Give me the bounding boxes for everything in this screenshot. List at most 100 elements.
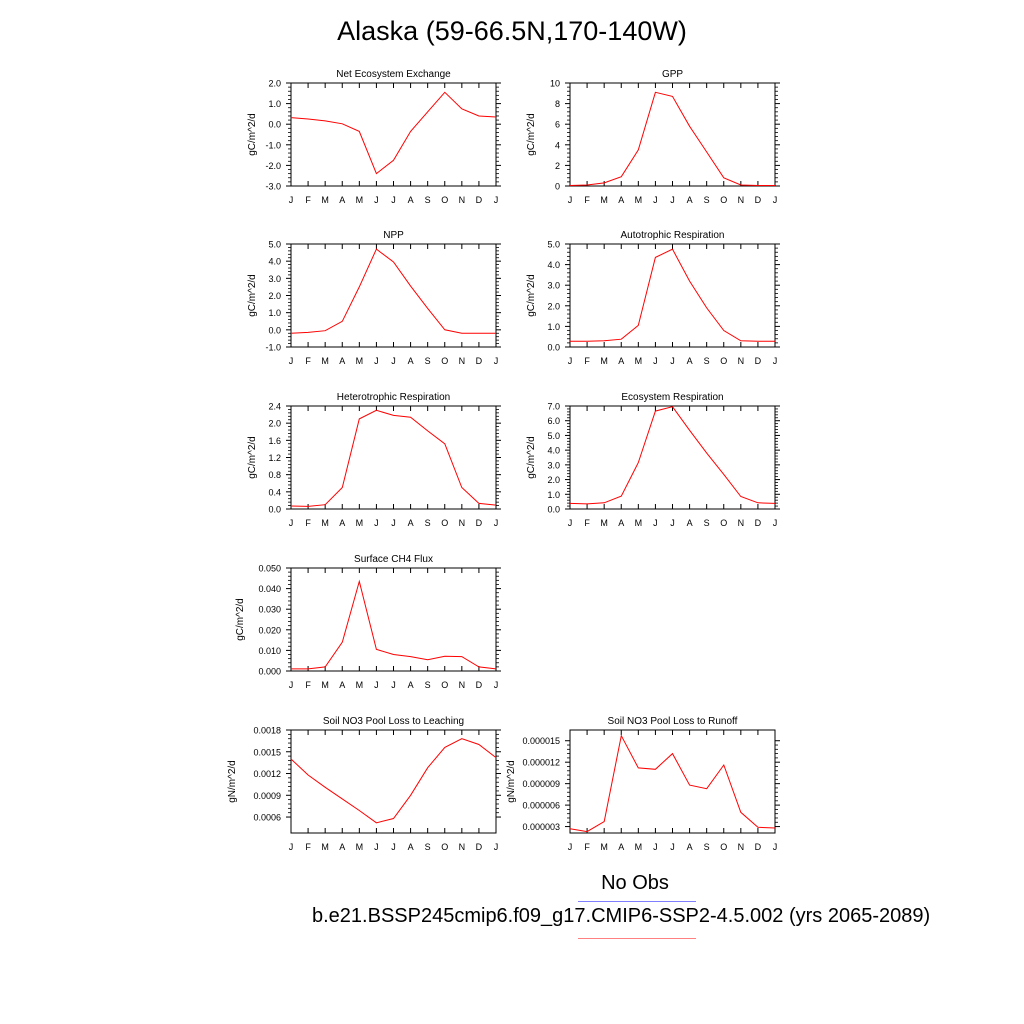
- y-tick-label: 1.0: [547, 490, 560, 500]
- y-tick-label: 0.000003: [522, 822, 560, 832]
- x-tick-label: A: [687, 842, 693, 852]
- plot-frame: [290, 82, 497, 187]
- x-tick-label: J: [391, 842, 396, 852]
- y-tick-label: 1.0: [268, 99, 281, 109]
- y-tick-label: 2.4: [268, 402, 281, 412]
- x-tick-label: N: [459, 195, 466, 205]
- series-line: [291, 579, 497, 670]
- x-tick-label: A: [339, 356, 345, 366]
- y-tick-label: 1.0: [547, 322, 560, 332]
- x-tick-label: A: [339, 195, 345, 205]
- y-axis-label: gC/m^2/d: [247, 274, 258, 317]
- x-tick-label: J: [773, 195, 778, 205]
- y-tick-label: 6: [555, 120, 560, 130]
- panel-title: Soil NO3 Pool Loss to Runoff: [608, 716, 738, 727]
- x-tick-label: D: [476, 356, 483, 366]
- y-tick-label: 0.000015: [522, 736, 560, 746]
- series-line: [290, 738, 497, 824]
- x-tick-label: J: [391, 356, 396, 366]
- x-tick-label: J: [568, 842, 573, 852]
- y-tick-label: 0.0018: [253, 726, 281, 736]
- x-tick-label: S: [704, 518, 710, 528]
- x-tick-label: M: [356, 356, 364, 366]
- x-tick-label: S: [425, 356, 431, 366]
- x-tick-label: S: [704, 195, 710, 205]
- x-tick-label: J: [494, 195, 499, 205]
- x-tick-label: J: [374, 842, 379, 852]
- y-tick-label: -1.0: [265, 343, 281, 353]
- x-tick-label: N: [738, 842, 745, 852]
- y-tick-label: 1.6: [268, 436, 281, 446]
- x-tick-label: A: [618, 356, 624, 366]
- x-tick-label: J: [568, 356, 573, 366]
- x-tick-label: A: [408, 842, 414, 852]
- x-tick-label: J: [670, 195, 675, 205]
- x-tick-label: J: [773, 518, 778, 528]
- y-tick-label: 2: [555, 161, 560, 171]
- x-tick-label: M: [635, 356, 643, 366]
- x-tick-label: J: [773, 356, 778, 366]
- legend-obs-label: No Obs: [601, 872, 669, 894]
- x-tick-label: O: [720, 195, 727, 205]
- x-tick-label: F: [305, 518, 311, 528]
- y-tick-label: 0.0015: [253, 747, 281, 757]
- x-tick-label: D: [755, 356, 762, 366]
- panel-title: GPP: [662, 69, 683, 80]
- x-tick-label: S: [425, 842, 431, 852]
- panel-title: NPP: [383, 230, 404, 241]
- legend-case-line: [578, 938, 696, 939]
- x-tick-label: J: [374, 518, 379, 528]
- y-tick-label: -3.0: [265, 182, 281, 192]
- x-tick-label: M: [356, 518, 364, 528]
- series-line: [290, 248, 496, 334]
- x-tick-label: F: [584, 356, 590, 366]
- x-tick-label: M: [635, 518, 643, 528]
- x-tick-label: M: [635, 842, 643, 852]
- y-tick-label: 0.000012: [522, 758, 560, 768]
- x-tick-label: N: [459, 518, 466, 528]
- x-tick-label: J: [670, 842, 675, 852]
- y-tick-label: 1.2: [268, 453, 281, 463]
- x-tick-label: J: [670, 356, 675, 366]
- x-tick-label: J: [374, 356, 379, 366]
- x-tick-label: N: [738, 195, 745, 205]
- x-tick-label: A: [687, 518, 693, 528]
- x-tick-label: O: [720, 518, 727, 528]
- y-tick-label: 0.0: [268, 120, 281, 130]
- x-tick-label: A: [618, 842, 624, 852]
- x-tick-label: D: [476, 842, 483, 852]
- panel-title: Net Ecosystem Exchange: [336, 69, 451, 80]
- y-tick-label: 3.0: [547, 460, 560, 470]
- y-tick-label: 0.030: [258, 605, 281, 615]
- x-tick-label: J: [391, 518, 396, 528]
- y-tick-label: 8: [555, 99, 560, 109]
- y-tick-label: 7.0: [547, 402, 560, 412]
- y-tick-label: 3.0: [268, 274, 281, 284]
- x-tick-label: J: [289, 356, 294, 366]
- series-line: [569, 91, 775, 186]
- plot-frame: [290, 243, 497, 348]
- y-tick-label: 4.0: [547, 446, 560, 456]
- panel-title: Heterotrophic Respiration: [337, 392, 450, 403]
- x-tick-label: M: [321, 195, 329, 205]
- plot-frame: [290, 729, 497, 834]
- x-tick-label: A: [687, 195, 693, 205]
- x-tick-label: A: [687, 356, 693, 366]
- panel-title: Soil NO3 Pool Loss to Leaching: [323, 716, 464, 727]
- y-tick-label: 0: [555, 182, 560, 192]
- y-tick-label: 0.4: [268, 487, 281, 497]
- x-tick-label: D: [755, 518, 762, 528]
- x-tick-label: A: [408, 195, 414, 205]
- x-tick-label: M: [321, 518, 329, 528]
- x-tick-label: O: [441, 195, 448, 205]
- x-tick-label: S: [425, 195, 431, 205]
- plot-frame: [290, 405, 497, 510]
- series-line: [290, 91, 497, 175]
- x-tick-label: F: [305, 842, 311, 852]
- x-tick-label: M: [356, 842, 364, 852]
- y-tick-label: 3.0: [547, 281, 560, 291]
